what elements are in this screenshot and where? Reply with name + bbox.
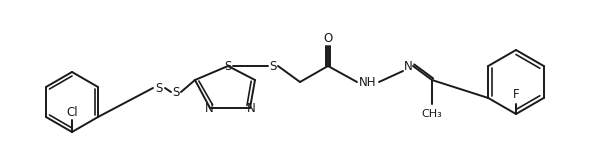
Text: N: N [246, 102, 255, 114]
Text: CH₃: CH₃ [422, 109, 442, 119]
Text: S: S [155, 82, 162, 94]
Text: S: S [172, 85, 179, 99]
Text: F: F [513, 89, 519, 102]
Text: NH: NH [359, 75, 377, 89]
Text: Cl: Cl [66, 105, 78, 119]
Text: S: S [269, 60, 277, 72]
Text: O: O [323, 31, 333, 44]
Text: N: N [403, 60, 413, 72]
Text: S: S [224, 60, 232, 72]
Text: N: N [205, 102, 213, 114]
